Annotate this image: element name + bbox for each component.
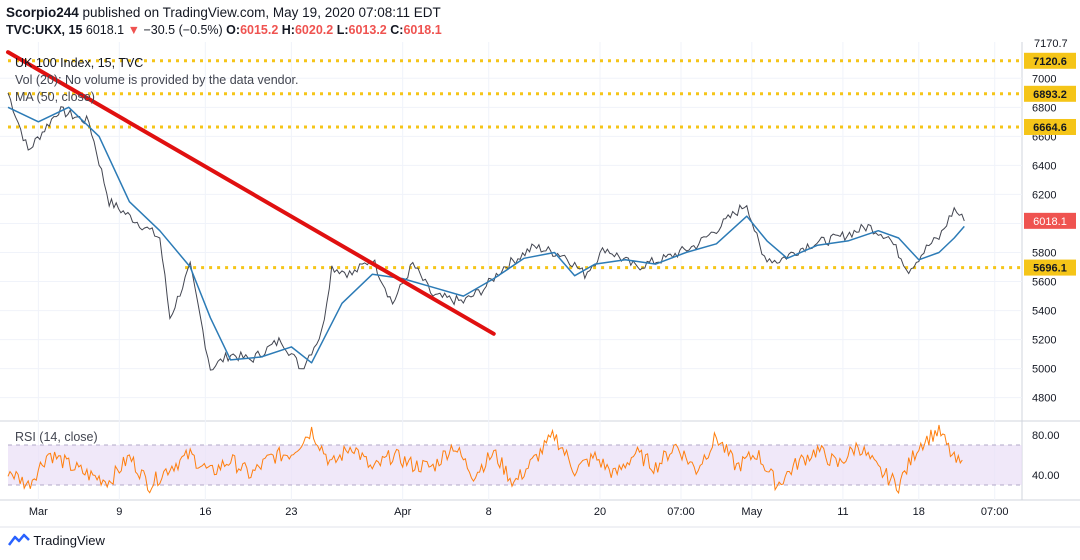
chart-legend: UK 100 Index, 15, TVC Vol (20): No volum… [15,55,299,106]
time-tick-label: Apr [394,506,411,518]
price-tick-label: 7000 [1032,73,1056,85]
price-tick-label: 6200 [1032,189,1056,201]
price-tick-label: 5400 [1032,306,1056,318]
legend-title[interactable]: UK 100 Index, 15, TVC [15,56,144,70]
legend-volume[interactable]: Vol (20): No volume is provided by the d… [15,73,299,87]
level-price-label: 6664.6 [1033,122,1067,134]
time-tick-label: 23 [285,506,297,518]
close-label: C: [390,23,404,37]
rsi-tick-label: 40.00 [1032,470,1060,482]
low-label: L: [336,23,349,37]
downtrend-line [6,50,496,336]
close-value: 6018.1 [403,23,442,37]
time-tick-label: 8 [486,506,492,518]
price-change: −30.5 (−0.5%) [143,23,223,37]
level-price-tag [1024,259,1076,276]
price-tick-label: 6800 [1032,102,1056,114]
open-label: O: [226,23,241,37]
high-label: H: [281,23,295,37]
tradingview-logo-icon [8,533,30,550]
publish-info: Scorpio244 published on TradingView.com,… [6,5,441,20]
chart-header: Scorpio244 published on TradingView.com,… [0,0,1080,40]
price-tick-label: 5200 [1032,335,1056,347]
level-price-tag [1024,52,1076,69]
quote-line: TVC:UKX, 15 6018.1 ▼ −30.5 (−0.5%) O:601… [6,23,442,37]
level-price-tag [1024,85,1076,102]
change-arrow-icon: ▼ [127,23,140,37]
time-tick-label: 07:00 [667,506,695,518]
tradingview-brand[interactable]: TradingView [8,533,105,550]
published-text: published on TradingView.com, May 19, 20… [82,5,441,20]
rsi-band [8,445,1022,485]
time-tick-label: 20 [594,506,606,518]
rsi-tick-label: 80.00 [1032,430,1060,442]
price-tick-label: 5000 [1032,364,1056,376]
plot-background [0,42,1022,500]
legend-ma[interactable]: MA (50, close) [15,90,95,104]
time-tick-label: May [741,506,762,518]
price-tick-label: 4800 [1032,393,1056,405]
price-tick-label: 5600 [1032,277,1056,289]
level-price-label: 7120.6 [1033,56,1067,68]
price-tick-label-partial: 7170.7 [1034,38,1068,50]
price-tick-label: 5800 [1032,248,1056,260]
open-value: 6015.2 [240,23,279,37]
time-tick-label: 11 [837,506,848,518]
time-tick-label: 16 [199,506,211,518]
brand-name: TradingView [33,533,105,548]
low-value: 6013.2 [348,23,387,37]
last-price: 6018.1 [85,23,125,37]
time-tick-label: 18 [913,506,925,518]
level-price-tag [1024,118,1076,135]
time-tick-label: 07:00 [981,506,1009,518]
symbol: TVC:UKX, 15 [6,23,83,37]
level-price-label: 6893.2 [1033,89,1067,101]
time-tick-label: Mar [29,506,48,518]
time-tick-label: 9 [116,506,122,518]
author-name[interactable]: Scorpio244 [6,5,79,20]
last-price-tag [1024,212,1076,229]
last-price-label: 6018.1 [1033,216,1067,228]
price-tick-label: 6400 [1032,160,1056,172]
high-value: 6020.2 [294,23,334,37]
moving-average-line [7,106,965,364]
rsi-series-line [7,424,963,495]
level-price-label: 5696.1 [1033,263,1067,275]
rsi-legend[interactable]: RSI (14, close) [15,430,98,444]
